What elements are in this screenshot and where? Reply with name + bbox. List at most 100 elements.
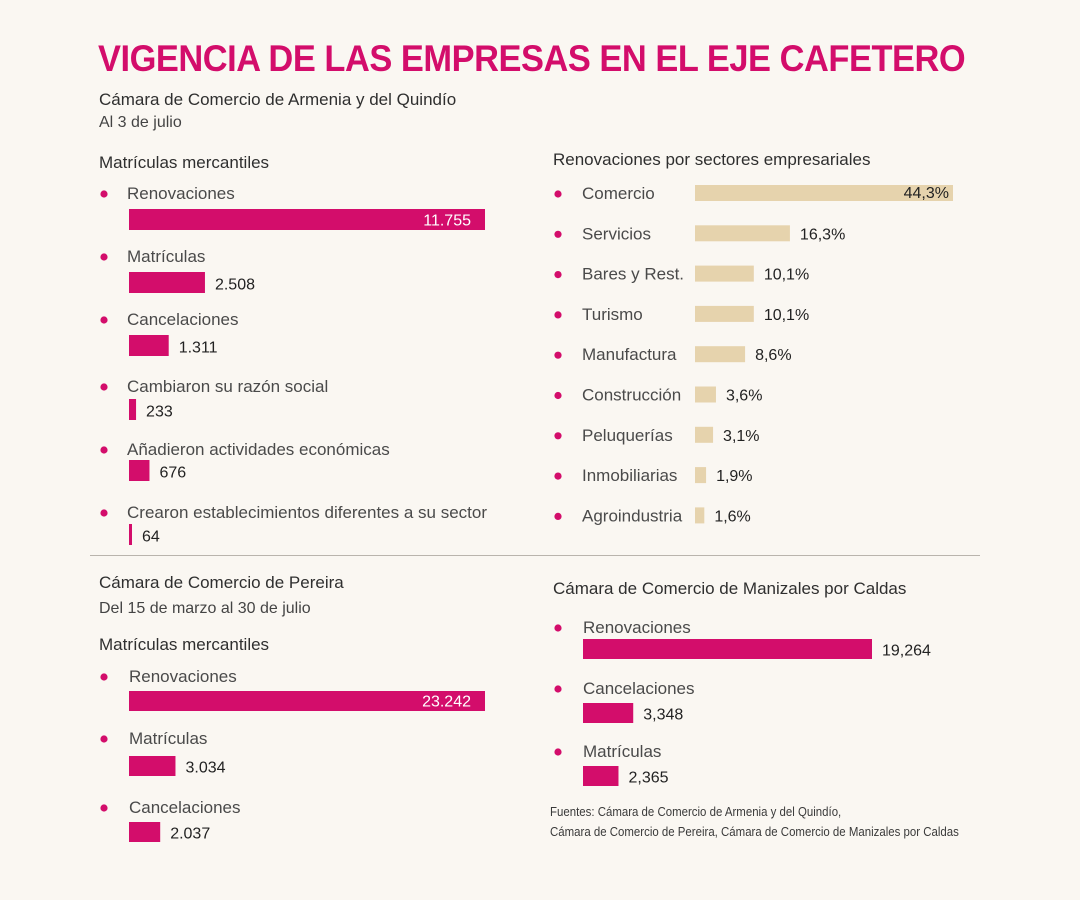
pereira-matriculas-bar [129,691,485,711]
manizales-label: Matrículas [583,742,661,761]
pereira-matriculas-bullet [100,673,108,681]
armenia-matriculas-label: Cambiaron su razón social [127,377,328,396]
manizales-label: Cancelaciones [583,679,695,698]
sectores-bar [695,426,714,443]
pereira-matriculas-bullet [100,735,108,743]
armenia-matriculas-bullet [100,383,108,391]
armenia-matriculas-label: Cancelaciones [127,310,239,329]
manizales-bullet [554,748,562,756]
sectores-bar [695,467,707,484]
manizales-bar [583,703,634,723]
pereira-matriculas-bar [129,756,176,776]
sectores-bar [695,386,716,403]
pereira-date: Del 15 de marzo al 30 de julio [99,600,311,617]
armenia-matriculas-value-label: 11.755 [423,213,471,230]
pereira-matriculas-svg: Renovaciones 23.242 Matrículas 3.034 Cancela… [100,667,485,843]
armenia-matriculas-bullet [100,316,108,324]
manizales-value-label: 3,348 [643,707,683,724]
pereira-matriculas-bar [129,822,161,842]
sectores-label: Inmobiliarias [582,466,677,485]
sectores-label: Construcción [582,386,681,405]
pereira-matriculas-heading: Matrículas mercantiles [99,635,270,654]
manizales-bar [583,639,872,659]
pereira-matriculas-value-label: 3.034 [185,760,225,777]
manizales-value-label: 2,365 [628,770,668,787]
sectores-bullet [554,190,562,198]
pereira-matriculas-value-label: 2.037 [170,826,210,843]
armenia-matriculas-value-label: 64 [142,529,160,546]
pereira-matriculas-label: Cancelaciones [129,798,241,817]
sectores-label: Peluquerías [582,426,673,445]
sectores-value-label: 10,1% [764,267,809,284]
sectores-value-label: 8,6% [755,347,791,364]
sources-note: Fuentes: Cámara de Comercio de Armenia y… [550,802,959,842]
armenia-matriculas-bar [129,209,485,230]
armenia-matriculas-label: Renovaciones [127,184,235,203]
manizales-value-label: 19,264 [882,643,931,660]
armenia-matriculas-bar [129,335,169,356]
pereira-heading: Cámara de Comercio de Pereira [99,573,344,592]
sectores-bar [695,346,746,363]
armenia-matriculas-value-label: 2.508 [215,277,255,294]
pereira-matriculas-bullet [100,804,108,812]
sectores-bullet [554,351,562,359]
manizales-heading: Cámara de Comercio de Manizales por Cald… [553,579,907,598]
armenia-matriculas-heading: Matrículas mercantiles [99,153,270,172]
pereira-matriculas-chart: Renovaciones 23.242 Matrículas 3.034 Cancela… [100,667,485,843]
armenia-date: Al 3 de julio [99,114,182,131]
sectores-bar [695,305,754,322]
manizales-bullet [554,685,562,693]
armenia-matriculas-label: Crearon establecimientos diferentes a su… [127,503,487,522]
sectores-value-label: 3,1% [723,428,759,445]
armenia-heading: Cámara de Comercio de Armenia y del Quin… [99,90,457,109]
sectores-bullet [554,432,562,440]
sectores-value-label: 10,1% [764,307,809,324]
page-title: VIGENCIA DE LAS EMPRESAS EN EL EJE CAFET… [98,38,966,79]
armenia-matriculas-bar [129,460,150,481]
sectores-bullet [554,512,562,521]
armenia-sectores-svg: Comercio 44,3% Servicios 16,3% Bares y Rest.… [554,184,953,525]
manizales-bullet [554,624,562,632]
sectores-label: Turismo [582,305,643,324]
sectores-value-label: 1,9% [716,468,752,485]
armenia-matriculas-value-label: 1.311 [179,340,218,357]
sources-line-1: Fuentes: Cámara de Comercio de Armenia y… [550,804,842,819]
manizales-bar [583,766,619,786]
sectores-label: Manufactura [582,345,677,364]
sectores-bullet [554,391,562,400]
sectores-value-label: 16,3% [800,226,845,243]
sectores-bar [695,265,754,282]
armenia-matriculas-bullet [100,190,108,198]
sectores-value-label: 3,6% [726,388,762,405]
pereira-matriculas-label: Renovaciones [129,667,237,686]
armenia-matriculas-value-label: 676 [159,465,186,482]
armenia-sectores-chart: Comercio 44,3% Servicios 16,3% Bares y Rest.… [554,184,953,525]
armenia-matriculas-label: Añadieron actividades económicas [127,440,390,459]
sectores-bullet [554,472,562,480]
manizales-label: Renovaciones [583,618,691,637]
armenia-sectores-heading: Renovaciones por sectores empresariales [553,150,871,169]
pereira-matriculas-label: Matrículas [129,729,207,748]
armenia-matriculas-bullet [100,446,108,454]
armenia-matriculas-svg: Renovaciones 11.755 Matrículas 2.508 Cancela… [100,184,487,546]
sectores-bar [695,185,953,201]
sectores-label: Bares y Rest. [582,265,684,284]
sectores-label: Servicios [582,224,651,243]
sectores-value-label: 44,3% [904,185,949,202]
armenia-matriculas-value-label: 233 [146,404,173,421]
sectores-bullet [554,271,562,279]
sources-line-2: Cámara de Comercio de Pereira, Cámara de… [550,824,959,839]
sectores-bullet [554,230,562,238]
sectores-bar [695,507,705,524]
armenia-matriculas-bullet [100,509,108,517]
sectores-bullet [554,311,562,319]
armenia-matriculas-bar [129,399,137,420]
sectores-label: Comercio [582,184,655,203]
sectores-value-label: 1,6% [714,508,750,525]
pereira-matriculas-value-label: 23.242 [422,694,471,711]
armenia-matriculas-bullet [100,253,108,261]
armenia-matriculas-label: Matrículas [127,247,205,266]
sectores-bar [695,225,790,242]
